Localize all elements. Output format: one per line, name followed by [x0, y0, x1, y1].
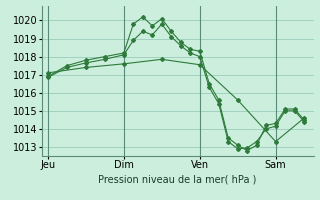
- X-axis label: Pression niveau de la mer( hPa ): Pression niveau de la mer( hPa ): [99, 174, 257, 184]
